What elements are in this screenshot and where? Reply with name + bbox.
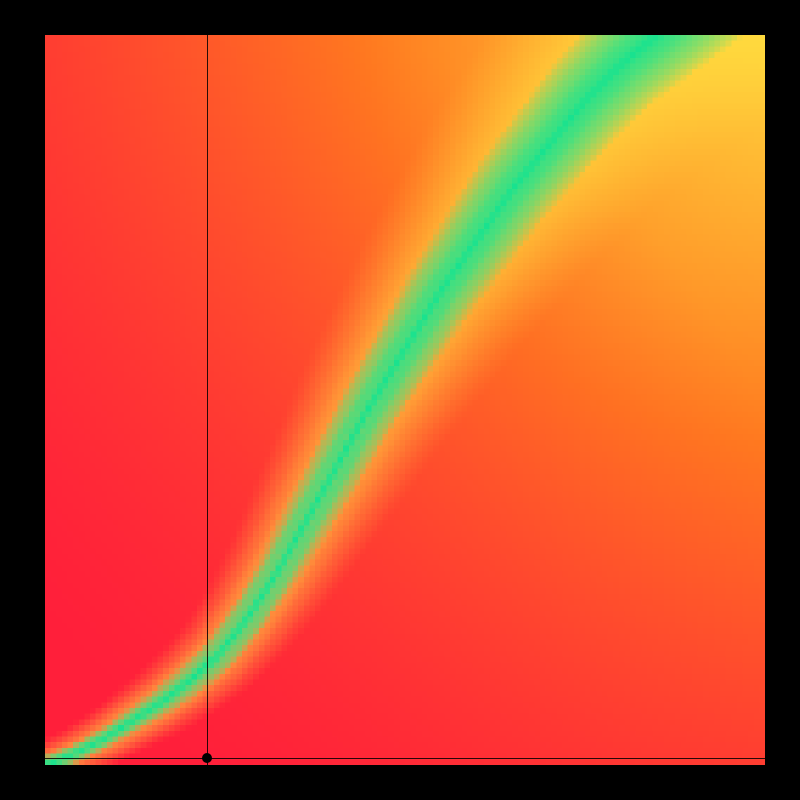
chart-container: TheBottlenecker.com <box>0 0 800 800</box>
heatmap-canvas <box>45 35 765 765</box>
heatmap-area <box>45 35 765 765</box>
marker-point <box>202 753 212 763</box>
crosshair-horizontal <box>45 758 765 759</box>
crosshair-vertical <box>207 35 208 765</box>
